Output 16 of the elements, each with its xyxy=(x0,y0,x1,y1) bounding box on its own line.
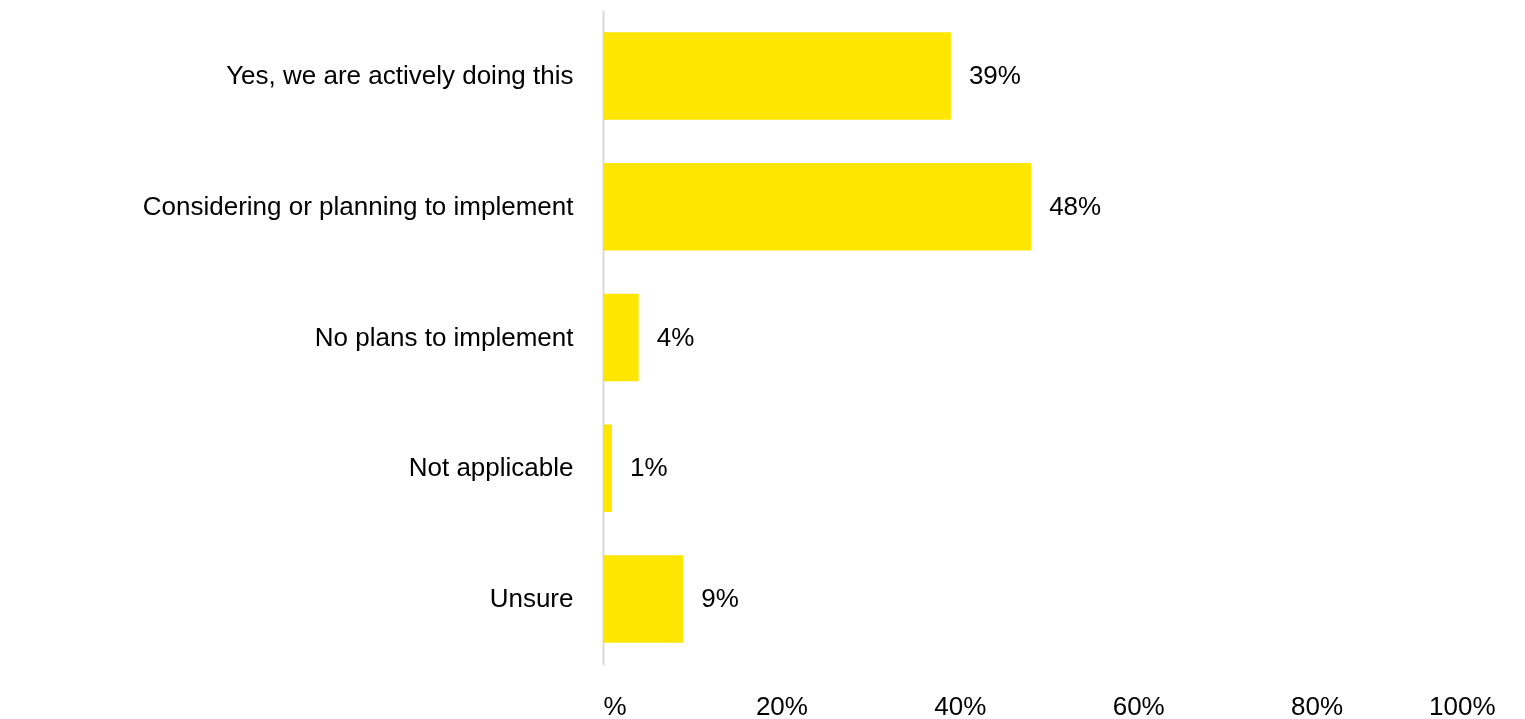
x-tick-label: 80% xyxy=(1291,690,1344,719)
data-label: 9% xyxy=(701,582,739,613)
y-tick-label: Unsure xyxy=(489,582,574,613)
y-tick-label: Yes, we are actively doing this xyxy=(226,60,574,91)
x-tick-label: 60% xyxy=(1112,690,1165,719)
x-tick-label: % xyxy=(603,690,627,719)
x-tick-label: 20% xyxy=(755,690,808,719)
y-tick-label: No plans to implement xyxy=(314,321,575,352)
y-tick-label: Considering or planning to implement xyxy=(142,190,575,221)
x-tick-label: 100% xyxy=(1429,690,1496,719)
y-tick-label: Not applicable xyxy=(408,452,574,483)
data-label: 48% xyxy=(1049,190,1102,221)
data-label: 1% xyxy=(629,452,668,483)
data-label: 39% xyxy=(968,60,1021,91)
data-label: 4% xyxy=(656,321,695,352)
x-tick-label: 40% xyxy=(934,690,987,719)
